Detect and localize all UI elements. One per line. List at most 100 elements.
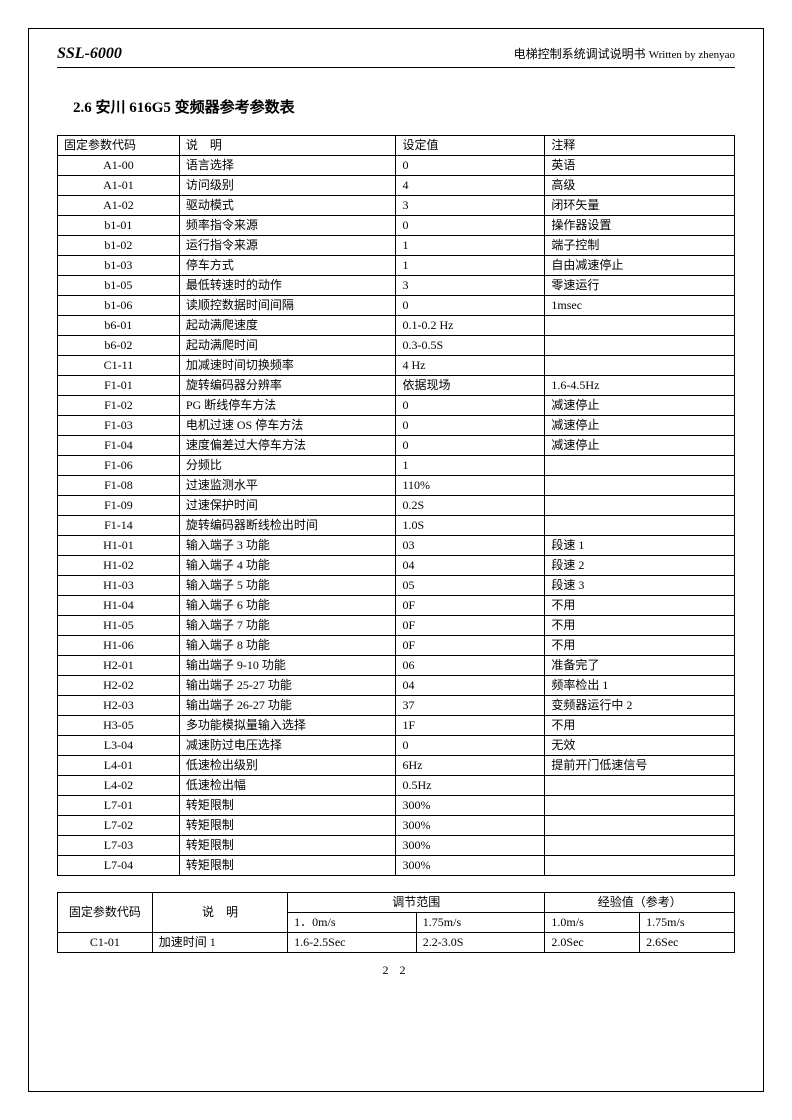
cell-code: L7-03	[58, 836, 180, 856]
table-row: H2-02输出端子 25-27 功能04频率检出 1	[58, 676, 735, 696]
cell-value: 0.2S	[396, 496, 545, 516]
header-code: 固定参数代码	[58, 136, 180, 156]
header-desc: 说 明	[152, 893, 287, 933]
cell-value: 3	[396, 196, 545, 216]
cell-note: 减速停止	[545, 416, 735, 436]
cell-value: 4 Hz	[396, 356, 545, 376]
cell-value: 04	[396, 676, 545, 696]
cell-code: A1-00	[58, 156, 180, 176]
header-code: 固定参数代码	[58, 893, 153, 933]
cell-desc: 电机过速 OS 停车方法	[179, 416, 396, 436]
table-row: A1-02驱动模式3闭环矢量	[58, 196, 735, 216]
table-row: b1-03停车方式1自由减速停止	[58, 256, 735, 276]
cell-v2: 2.2-3.0S	[416, 933, 545, 953]
cell-value: 1.0S	[396, 516, 545, 536]
cell-value: 1	[396, 256, 545, 276]
cell-value: 1F	[396, 716, 545, 736]
cell-value: 03	[396, 536, 545, 556]
cell-note	[545, 856, 735, 876]
header-ref: 经验值（参考）	[545, 893, 735, 913]
cell-desc: 过速监测水平	[179, 476, 396, 496]
cell-value: 0	[396, 296, 545, 316]
cell-code: C1-11	[58, 356, 180, 376]
page-header: SSL-6000 电梯控制系统调试说明书 Written by zhenyao	[57, 45, 735, 68]
table-row: b1-05最低转速时的动作3零速运行	[58, 276, 735, 296]
cell-desc: 输入端子 8 功能	[179, 636, 396, 656]
table-row: H1-03输入端子 5 功能05段速 3	[58, 576, 735, 596]
cell-code: H1-02	[58, 556, 180, 576]
table-row: A1-01访问级别4高级	[58, 176, 735, 196]
cell-value: 0	[396, 736, 545, 756]
cell-note: 端子控制	[545, 236, 735, 256]
doc-title-text: 电梯控制系统调试说明书	[514, 47, 646, 61]
cell-desc: 减速防过电压选择	[179, 736, 396, 756]
table-row: L4-01低速检出级别6Hz提前开门低速信号	[58, 756, 735, 776]
cell-note: 零速运行	[545, 276, 735, 296]
cell-desc: 访问级别	[179, 176, 396, 196]
cell-code: b6-02	[58, 336, 180, 356]
cell-desc: 输入端子 7 功能	[179, 616, 396, 636]
table-row: L7-04转矩限制300%	[58, 856, 735, 876]
cell-code: H2-01	[58, 656, 180, 676]
cell-code: L7-04	[58, 856, 180, 876]
reference-table: 固定参数代码 说 明 调节范围 经验值（参考） 1．0m/s 1.75m/s 1…	[57, 892, 735, 953]
table-row: F1-03电机过速 OS 停车方法0减速停止	[58, 416, 735, 436]
cell-desc: 低速检出幅	[179, 776, 396, 796]
table-row: A1-00语言选择0英语	[58, 156, 735, 176]
cell-code: A1-01	[58, 176, 180, 196]
cell-note: 提前开门低速信号	[545, 756, 735, 776]
cell-code: L3-04	[58, 736, 180, 756]
cell-note: 减速停止	[545, 436, 735, 456]
cell-value: 0F	[396, 616, 545, 636]
table-row: C1-01 加速时间 1 1.6-2.5Sec 2.2-3.0S 2.0Sec …	[58, 933, 735, 953]
table-row: F1-01旋转编码器分辨率依据现场1.6-4.5Hz	[58, 376, 735, 396]
cell-value: 04	[396, 556, 545, 576]
cell-value: 300%	[396, 836, 545, 856]
table-row: H3-05多功能模拟量输入选择1F不用	[58, 716, 735, 736]
cell-code: F1-04	[58, 436, 180, 456]
table-row: H2-03输出端子 26-27 功能37变频器运行中 2	[58, 696, 735, 716]
cell-value: 37	[396, 696, 545, 716]
cell-code: H3-05	[58, 716, 180, 736]
cell-value: 3	[396, 276, 545, 296]
cell-desc: 加减速时间切换频率	[179, 356, 396, 376]
table-row: b6-01起动满爬速度0.1-0.2 Hz	[58, 316, 735, 336]
cell-value: 4	[396, 176, 545, 196]
cell-desc: 停车方式	[179, 256, 396, 276]
cell-value: 0	[396, 156, 545, 176]
cell-desc: 起动满爬时间	[179, 336, 396, 356]
cell-code: A1-02	[58, 196, 180, 216]
table-row: 固定参数代码 说 明 调节范围 经验值（参考）	[58, 893, 735, 913]
cell-desc: 驱动模式	[179, 196, 396, 216]
table-row: b1-06读顺控数据时间间隔01msec	[58, 296, 735, 316]
subheader-4: 1.75m/s	[640, 913, 735, 933]
cell-note: 变频器运行中 2	[545, 696, 735, 716]
cell-v3: 2.0Sec	[545, 933, 640, 953]
cell-code: H1-05	[58, 616, 180, 636]
header-desc: 说 明	[179, 136, 396, 156]
page-frame: SSL-6000 电梯控制系统调试说明书 Written by zhenyao …	[28, 28, 764, 1092]
cell-note	[545, 816, 735, 836]
cell-value: 0.1-0.2 Hz	[396, 316, 545, 336]
cell-code: F1-08	[58, 476, 180, 496]
table-row: H1-04输入端子 6 功能0F不用	[58, 596, 735, 616]
cell-desc: 转矩限制	[179, 836, 396, 856]
subheader-1: 1．0m/s	[288, 913, 417, 933]
cell-desc: 转矩限制	[179, 796, 396, 816]
table-row: L7-03转矩限制300%	[58, 836, 735, 856]
cell-code: b1-02	[58, 236, 180, 256]
table-row: L7-01转矩限制300%	[58, 796, 735, 816]
cell-code: F1-09	[58, 496, 180, 516]
cell-code: H1-01	[58, 536, 180, 556]
cell-desc: 最低转速时的动作	[179, 276, 396, 296]
cell-value: 06	[396, 656, 545, 676]
model-label: SSL-6000	[57, 45, 122, 63]
cell-note: 闭环矢量	[545, 196, 735, 216]
cell-note: 减速停止	[545, 396, 735, 416]
table-row: F1-08过速监测水平110%	[58, 476, 735, 496]
cell-note: 不用	[545, 636, 735, 656]
cell-code: b1-05	[58, 276, 180, 296]
table-row: F1-06分频比1	[58, 456, 735, 476]
cell-desc: 加速时间 1	[152, 933, 287, 953]
cell-desc: 过速保护时间	[179, 496, 396, 516]
